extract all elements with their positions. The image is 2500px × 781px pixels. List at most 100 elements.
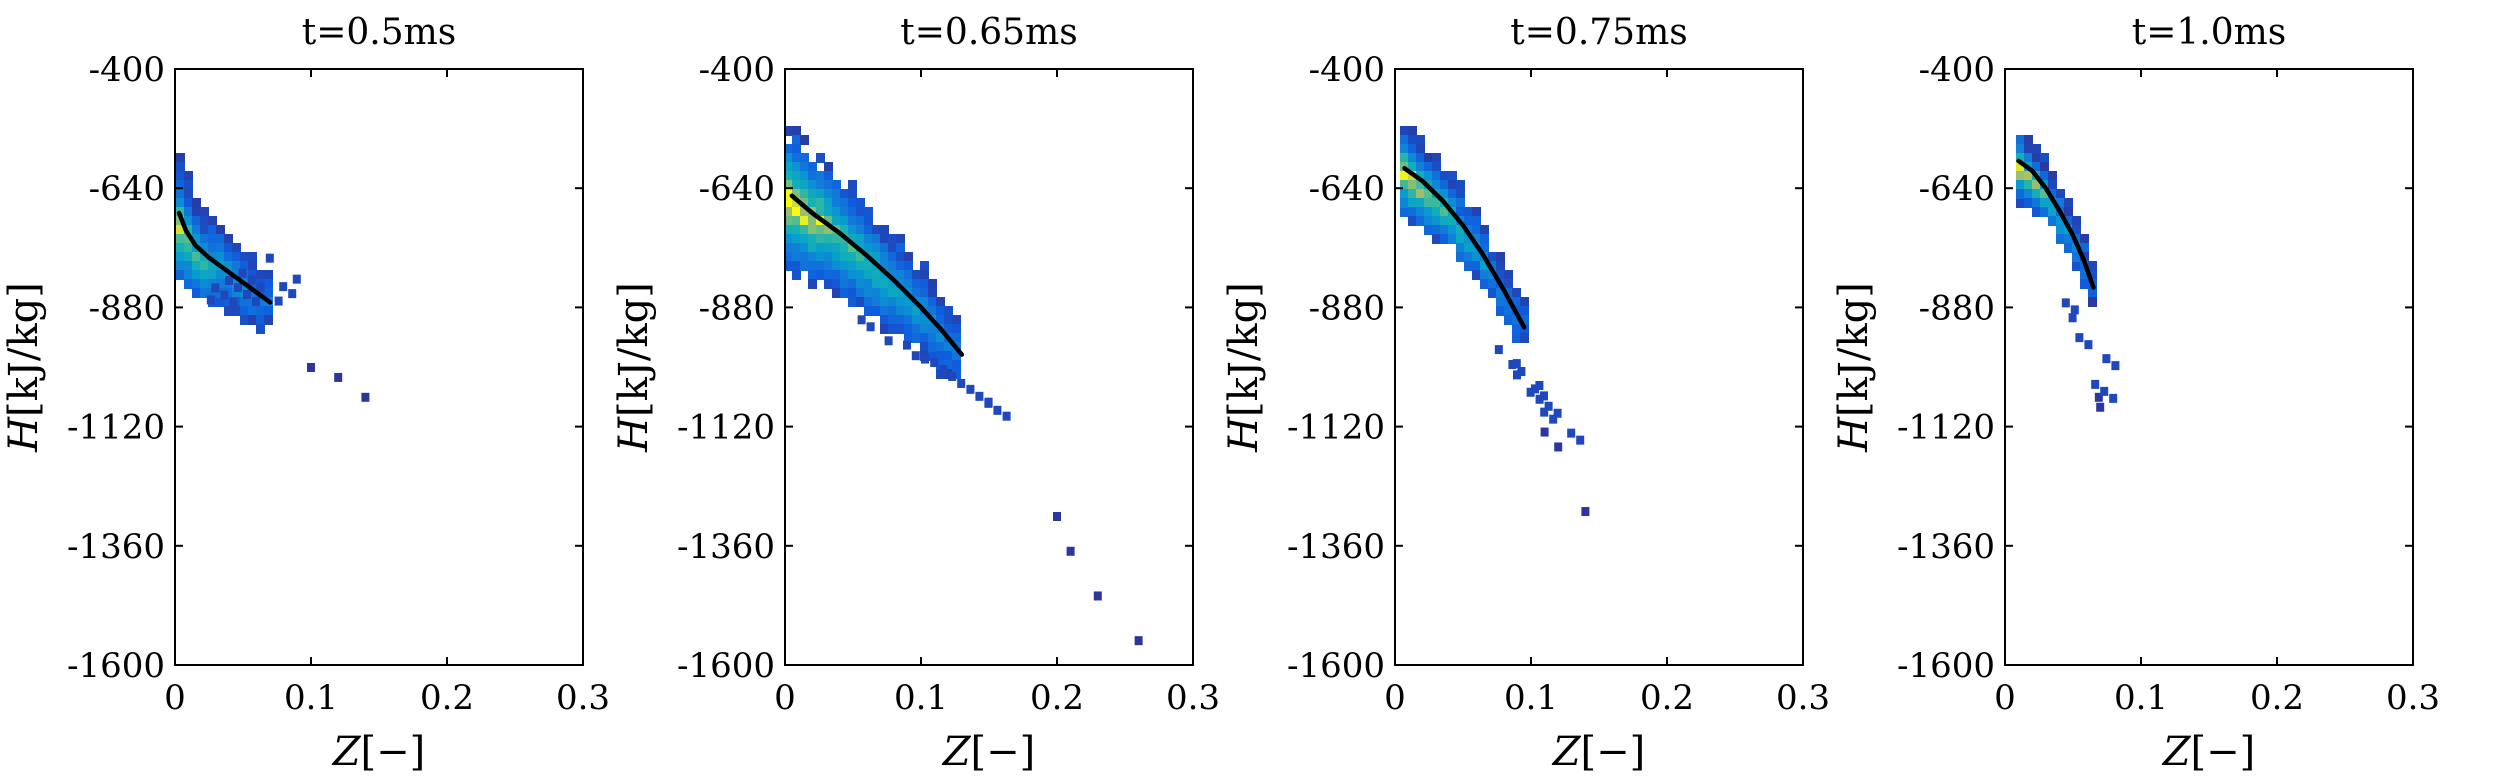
density-cell [896, 252, 905, 262]
density-cell [1496, 270, 1505, 280]
density-cell [184, 243, 193, 253]
density-cell [936, 306, 945, 316]
density-cell [816, 189, 825, 199]
density-cell [808, 261, 817, 271]
density-cell [912, 279, 921, 289]
density-cell [2088, 261, 2097, 271]
density-cell [824, 189, 833, 199]
density-cell [840, 252, 849, 262]
density-cell [208, 261, 217, 271]
density-cell [944, 360, 953, 370]
density-tail-cell [2100, 386, 2109, 396]
density-cell [2072, 216, 2081, 226]
density-cell [1472, 234, 1481, 244]
density-tail-cell [1576, 435, 1585, 445]
density-cell [1480, 270, 1489, 280]
density-cell [808, 198, 817, 208]
density-cell [800, 261, 809, 271]
density-cell [1416, 153, 1425, 163]
density-cell [792, 207, 801, 217]
density-cell [848, 270, 857, 280]
density-cell [1424, 171, 1433, 181]
density-tail-cell [2068, 313, 2077, 323]
density-cell [880, 315, 889, 325]
density-cell [2024, 135, 2033, 145]
density-outlier-cell [2096, 402, 2105, 412]
density-cell [952, 351, 961, 361]
density-cell [824, 207, 833, 217]
density-cell [224, 288, 233, 298]
density-heatmap [176, 153, 370, 402]
y-axis-label: H[kJ/kg] [611, 282, 657, 453]
density-cell [856, 279, 865, 289]
density-cell [176, 153, 185, 163]
density-cell [1432, 198, 1441, 208]
density-cell [784, 225, 793, 235]
y-tick-label: -1360 [677, 527, 775, 567]
density-cell [1504, 279, 1513, 289]
density-tail-cell [279, 282, 288, 292]
density-cell [200, 243, 209, 253]
density-cell [2024, 171, 2033, 181]
density-cell [176, 270, 185, 280]
y-axis-label: H[kJ/kg] [1831, 282, 1877, 453]
x-tick-label: 0.3 [2386, 678, 2440, 718]
y-tick-label: -880 [1919, 288, 1995, 328]
density-cell [2016, 162, 2025, 172]
density-cell [816, 171, 825, 181]
density-cell [840, 198, 849, 208]
density-cell [232, 306, 241, 316]
density-cell [1472, 252, 1481, 262]
density-tail-cell [2091, 379, 2100, 389]
panel-title: t=0.65ms [900, 12, 1077, 53]
density-cell [2080, 243, 2089, 253]
density-cell [2040, 153, 2049, 163]
density-cell [928, 333, 937, 343]
density-cell [176, 162, 185, 172]
y-tick-label: -400 [1309, 50, 1385, 90]
density-tail-cell [939, 364, 948, 374]
density-cell [1416, 144, 1425, 154]
density-cell [888, 279, 897, 289]
density-cell [2016, 180, 2025, 190]
density-tail-cell [234, 283, 242, 293]
density-cell [864, 306, 873, 316]
density-tail-cell [1526, 387, 1535, 397]
density-cell [1496, 288, 1505, 298]
density-tail-cell [1535, 381, 1544, 390]
density-cell [888, 324, 897, 334]
density-cell [1504, 288, 1513, 298]
density-cell [848, 234, 857, 244]
density-cell [856, 261, 865, 271]
density-cell [1416, 162, 1425, 172]
density-cell [784, 252, 793, 262]
density-cell [792, 171, 801, 181]
density-cell [1472, 261, 1481, 271]
density-outlier-cell [334, 372, 343, 382]
density-cell [824, 261, 833, 271]
density-cell [1416, 180, 1425, 190]
density-cell [808, 216, 817, 226]
density-cell [2072, 252, 2081, 262]
density-cell [848, 189, 857, 199]
density-cell [2064, 198, 2073, 208]
density-cell [1472, 225, 1481, 235]
density-cell [848, 225, 857, 235]
density-cell [856, 297, 865, 307]
density-cell [832, 252, 841, 262]
density-cell [848, 261, 857, 271]
density-cell [208, 243, 217, 253]
density-cell [1400, 144, 1409, 154]
density-cell [2080, 279, 2089, 289]
density-tail-cell [1540, 391, 1548, 401]
density-cell [792, 153, 801, 163]
density-cell [1464, 216, 1473, 226]
density-cell [856, 234, 865, 244]
panel-title: t=0.75ms [1510, 12, 1687, 53]
density-cell [1440, 189, 1449, 199]
density-cell [192, 198, 201, 208]
density-cell [952, 324, 961, 334]
density-cell [912, 288, 921, 298]
density-cell [872, 252, 881, 262]
